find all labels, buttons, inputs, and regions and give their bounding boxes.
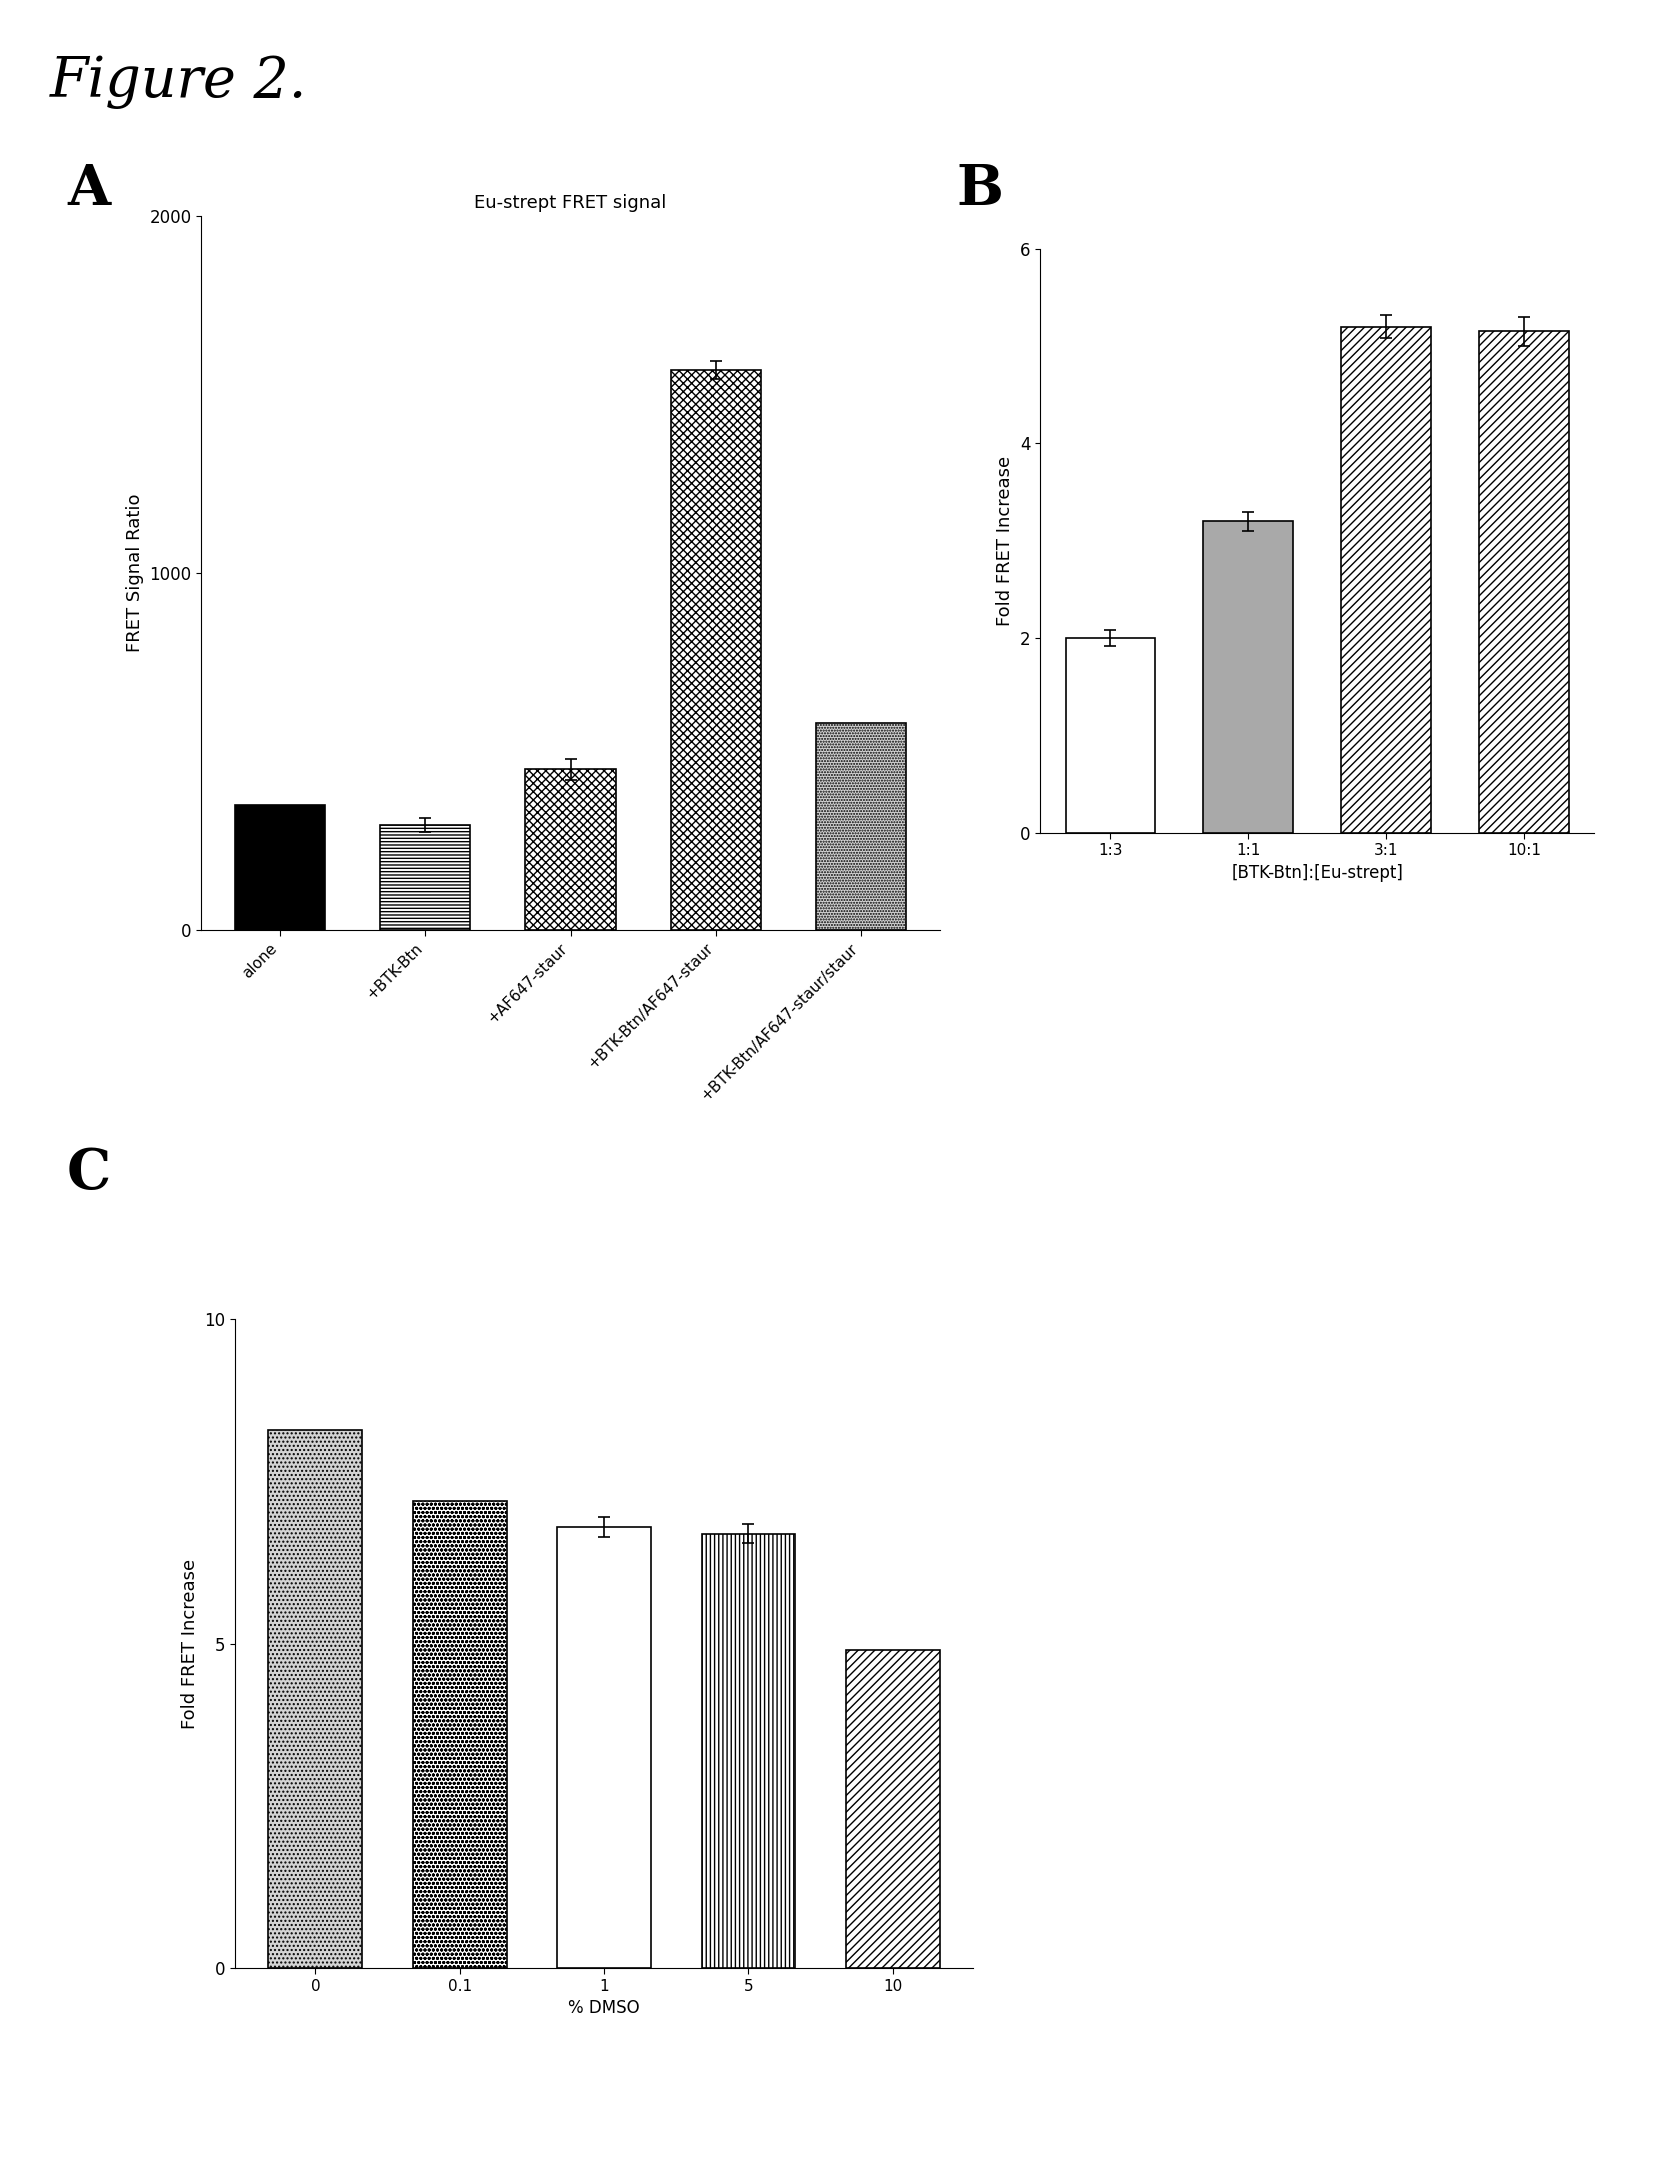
Bar <box>525 770 616 930</box>
Bar <box>381 824 470 930</box>
Bar <box>671 370 760 930</box>
Text: B: B <box>956 162 1003 216</box>
Bar <box>1066 638 1154 833</box>
X-axis label: % DMSO: % DMSO <box>569 1999 639 2018</box>
Text: C: C <box>67 1146 111 1200</box>
Y-axis label: Fold FRET Increase: Fold FRET Increase <box>997 456 1015 625</box>
Bar <box>1480 331 1569 833</box>
Bar <box>1341 327 1431 833</box>
Bar <box>268 1430 362 1968</box>
Bar <box>557 1527 651 1968</box>
Text: Figure 2.: Figure 2. <box>50 54 307 108</box>
Bar <box>816 722 906 930</box>
Y-axis label: FRET Signal Ratio: FRET Signal Ratio <box>126 493 144 653</box>
Bar <box>846 1650 940 1968</box>
Bar <box>1203 521 1294 833</box>
X-axis label: [BTK-Btn]:[Eu-strept]: [BTK-Btn]:[Eu-strept] <box>1232 863 1403 883</box>
Bar <box>235 805 326 930</box>
Text: A: A <box>67 162 111 216</box>
Y-axis label: Fold FRET Increase: Fold FRET Increase <box>181 1560 198 1728</box>
Bar <box>701 1534 795 1968</box>
Bar <box>413 1501 507 1968</box>
Title: Eu-strept FRET signal: Eu-strept FRET signal <box>475 195 666 212</box>
